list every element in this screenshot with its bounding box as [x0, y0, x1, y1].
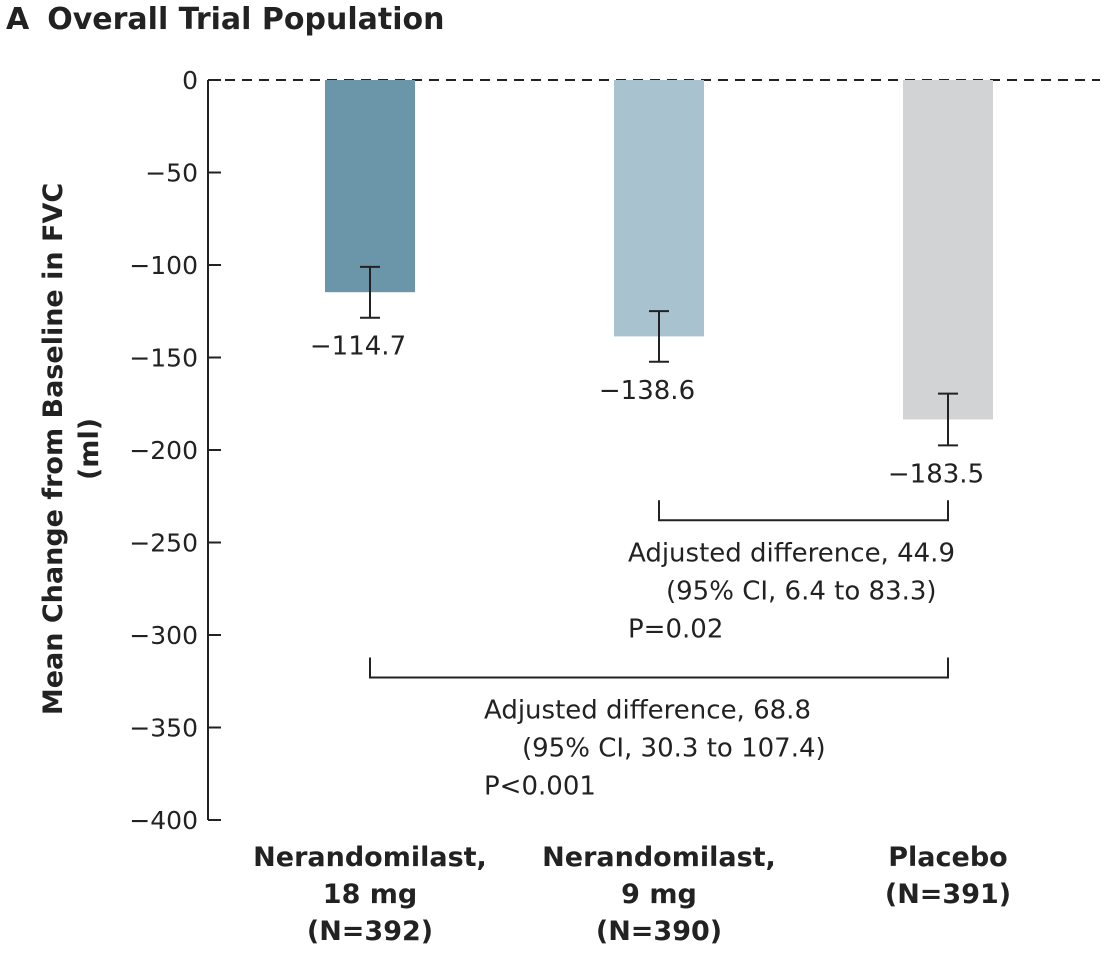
comparison-annotation-line: Adjusted difference, 44.9 [628, 538, 955, 568]
value-label: −183.5 [888, 459, 984, 489]
category-label: Nerandomilast, [542, 842, 776, 873]
axes: 0 −50 −100 −150 −200 −250 −300 −350 −400 [129, 66, 1100, 835]
category-label: Placebo [888, 842, 1007, 873]
y-tick-label: −200 [129, 436, 198, 465]
y-tick-label: −300 [129, 621, 198, 650]
y-tick-label: −50 [145, 159, 198, 188]
y-axis-title-line: (ml) [74, 418, 105, 480]
bar [614, 80, 704, 337]
y-axis-title: Mean Change from Baseline in FVC (ml) [38, 183, 105, 715]
comparison-annotation-line: Adjusted difference, 68.8 [484, 696, 811, 726]
category-label: (N=392) [307, 916, 433, 947]
y-tick-label: −400 [129, 806, 198, 835]
value-label: −138.6 [599, 376, 695, 406]
comparison-annotation-line: P=0.02 [628, 614, 723, 644]
y-tick-label: −100 [129, 251, 198, 280]
bars: −114.7 Nerandomilast, 18 mg (N=392) −138.6 Ne… [253, 80, 1011, 947]
comparison-bracket [658, 500, 949, 522]
comparison-annotation-line: P<0.001 [484, 772, 596, 802]
y-tick-label: −250 [129, 529, 198, 558]
category-label: Nerandomilast, [253, 842, 487, 873]
value-label: −114.7 [310, 332, 406, 362]
bar [903, 80, 993, 420]
y-tick-label: 0 [182, 66, 198, 95]
category-label: 18 mg [323, 879, 417, 910]
chart-title: Overall Trial Population [47, 2, 445, 37]
y-tick-label: −150 [129, 344, 198, 373]
comparison-bracket [369, 657, 949, 679]
bar [325, 80, 415, 293]
panel-letter: A [6, 2, 30, 37]
comparison-annotation-line: (95% CI, 30.3 to 107.4) [522, 734, 826, 764]
category-label: (N=391) [885, 879, 1011, 910]
y-axis-title-line: Mean Change from Baseline in FVC [38, 183, 69, 715]
panel-header: A Overall Trial Population [6, 2, 444, 37]
y-tick-label: −350 [129, 714, 198, 743]
category-label: 9 mg [621, 879, 697, 910]
comparison-annotation-line: (95% CI, 6.4 to 83.3) [666, 576, 937, 606]
category-label: (N=390) [596, 916, 722, 947]
comparison-annotations: Adjusted difference, 44.9 (95% CI, 6.4 to… [369, 500, 955, 802]
